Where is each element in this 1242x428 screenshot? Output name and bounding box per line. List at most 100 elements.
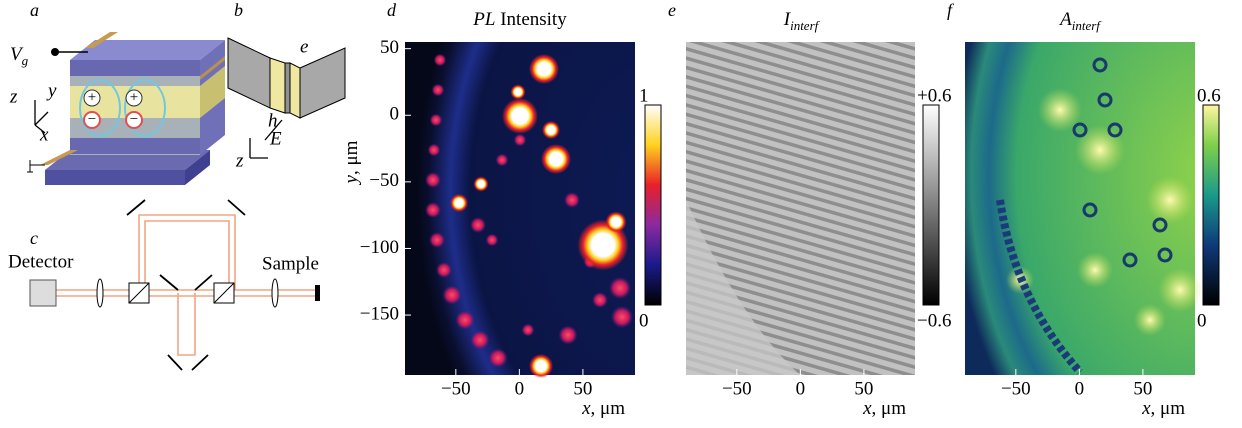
ring	[1122, 252, 1138, 268]
x-axis-label: x, μm	[862, 398, 906, 419]
axis-label: x	[39, 124, 49, 145]
blob	[1158, 268, 1202, 312]
title-rest: Intensity	[495, 9, 567, 30]
spot	[605, 211, 627, 233]
spot	[610, 305, 634, 329]
y-tick-label: −150	[360, 303, 399, 324]
spot	[455, 310, 475, 330]
x-tick-label: 0	[515, 378, 525, 399]
panel-b-schematic	[227, 37, 346, 159]
blob	[1077, 252, 1113, 288]
ring	[1157, 247, 1173, 263]
panel-title: PL Intensity	[472, 9, 567, 30]
ring	[1072, 122, 1088, 138]
title-sub: interf	[1072, 18, 1103, 33]
spot	[431, 83, 445, 97]
x-tick-label: 0	[796, 378, 806, 399]
blob	[1134, 304, 1166, 336]
gate-label: Vg	[10, 44, 29, 68]
title-sub: interf	[790, 18, 821, 33]
charge: +	[88, 89, 96, 105]
panel-a-schematic	[27, 32, 225, 185]
pl-image	[405, 42, 635, 378]
colorbar	[1202, 104, 1220, 306]
sample-label: Sample	[262, 253, 319, 274]
axis-unit: , μm	[872, 398, 907, 419]
spot	[425, 202, 441, 218]
charge: −	[130, 111, 138, 127]
y-tick-label: −50	[369, 170, 399, 191]
axis-label: z	[235, 150, 244, 171]
field-label: E	[269, 128, 282, 149]
spot	[442, 285, 462, 305]
spot	[495, 153, 509, 167]
spot	[510, 84, 526, 100]
spot	[529, 54, 559, 84]
y-axis-label: y, μm	[341, 140, 362, 185]
axis-label: z	[9, 86, 18, 107]
x-axis-label: x, μm	[1141, 398, 1185, 419]
colorbar-label: 0	[1197, 310, 1207, 331]
axis-var: x	[862, 398, 872, 419]
axis-label: y	[46, 80, 57, 101]
colorbar-label: +0.6	[917, 85, 951, 106]
axis-unit: , μm	[591, 398, 626, 419]
y-tick-label: 0	[390, 104, 400, 125]
panel-c-schematic	[29, 199, 320, 371]
spot	[473, 176, 489, 192]
spot	[564, 192, 580, 208]
spot	[521, 323, 535, 337]
axis-unit: , μm	[341, 140, 362, 175]
blob	[1038, 88, 1082, 132]
axis-var: y	[341, 174, 362, 185]
charge: +	[130, 89, 138, 105]
y-tick-label: 50	[380, 37, 399, 58]
spot	[429, 232, 445, 248]
panel-label: f	[947, 0, 955, 20]
x-tick-label: −50	[441, 378, 471, 399]
x-tick-label: 50	[1133, 378, 1152, 399]
x-tick-label: −50	[1001, 378, 1031, 399]
colorbar-label: 0	[639, 310, 649, 331]
blob	[1146, 176, 1194, 224]
spot	[470, 330, 490, 350]
spot	[425, 172, 441, 188]
blob	[1075, 125, 1125, 175]
spot	[502, 98, 538, 134]
title-var: A	[1058, 9, 1072, 30]
axis-var: x	[581, 398, 591, 419]
x-axis-label: x, μm	[581, 398, 625, 419]
panel-label: a	[30, 0, 39, 20]
spot	[529, 354, 553, 378]
spot	[436, 262, 452, 278]
x-tick-label: 0	[1075, 378, 1085, 399]
spot	[433, 53, 447, 67]
spot	[558, 325, 578, 345]
panel-label: e	[668, 0, 676, 20]
spot	[427, 143, 441, 157]
amplitude-image	[965, 42, 1202, 375]
spot	[542, 121, 560, 139]
axis-var: x	[1141, 398, 1151, 419]
ring-arc	[996, 199, 1083, 375]
colorbar	[922, 104, 940, 306]
spot	[592, 292, 608, 308]
spot	[485, 233, 499, 247]
ring	[1092, 57, 1108, 73]
electron-label: e	[300, 36, 308, 57]
ring	[1152, 217, 1168, 233]
spot	[450, 194, 468, 212]
detector-label: Detector	[8, 251, 74, 272]
x-tick-label: 50	[573, 378, 592, 399]
panel-label: d	[387, 0, 397, 20]
interference-image	[686, 42, 915, 375]
spot	[608, 276, 632, 300]
spot	[429, 113, 443, 127]
colorbar-label: 1	[639, 85, 649, 106]
charge: −	[88, 111, 96, 127]
panel-title: Iinterf	[783, 9, 821, 33]
panel-label: c	[30, 228, 38, 248]
title-var: I	[783, 9, 792, 30]
colorbar-label: 0.6	[1197, 85, 1221, 106]
